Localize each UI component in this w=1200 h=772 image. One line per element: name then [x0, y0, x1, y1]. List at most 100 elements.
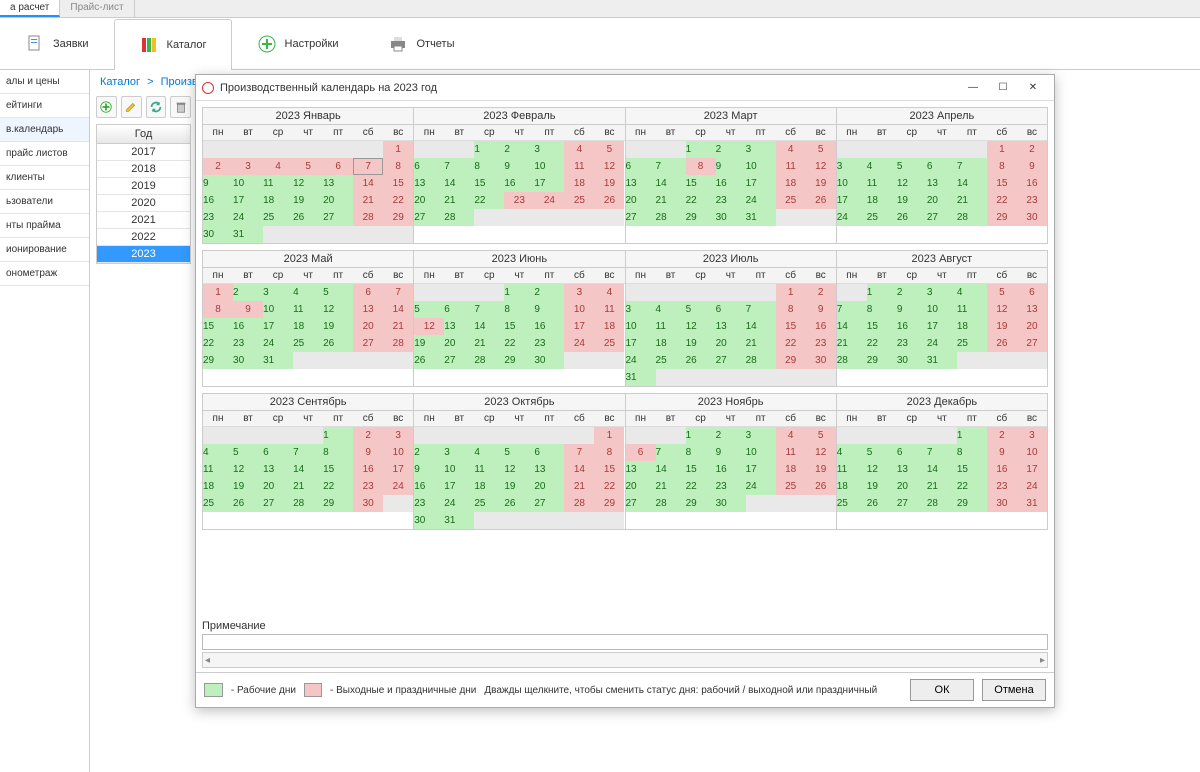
calendar-day[interactable]: 6	[897, 444, 927, 461]
calendar-day[interactable]: 14	[353, 175, 383, 192]
calendar-day[interactable]: 23	[987, 478, 1017, 495]
calendar-day[interactable]: 22	[686, 192, 716, 209]
calendar-day[interactable]: 14	[444, 175, 474, 192]
calendar-day[interactable]: 16	[716, 175, 746, 192]
calendar-day[interactable]: 3	[1017, 427, 1047, 444]
calendar-day[interactable]: 10	[263, 301, 293, 318]
calendar-day[interactable]: 29	[594, 495, 624, 512]
calendar-day[interactable]: 23	[806, 335, 836, 352]
calendar-day[interactable]: 24	[626, 352, 656, 369]
calendar-day[interactable]: 8	[504, 301, 534, 318]
calendar-day[interactable]: 15	[867, 318, 897, 335]
calendar-day[interactable]: 4	[594, 284, 624, 301]
year-row[interactable]: 2017	[97, 144, 190, 161]
calendar-day[interactable]: 8	[686, 158, 716, 175]
calendar-day[interactable]: 1	[383, 141, 413, 158]
calendar-day[interactable]: 5	[806, 141, 836, 158]
calendar-day[interactable]: 9	[806, 301, 836, 318]
calendar-day[interactable]: 13	[626, 175, 656, 192]
left-nav-item[interactable]: ейтинги	[0, 94, 89, 118]
calendar-day[interactable]: 21	[293, 478, 323, 495]
calendar-day[interactable]: 22	[474, 192, 504, 209]
calendar-day[interactable]: 15	[594, 461, 624, 478]
calendar-day[interactable]: 2	[897, 284, 927, 301]
calendar-day[interactable]: 27	[534, 495, 564, 512]
calendar-day[interactable]: 8	[323, 444, 353, 461]
calendar-day[interactable]: 13	[716, 318, 746, 335]
left-nav-item[interactable]: алы и цены	[0, 70, 89, 94]
calendar-day[interactable]: 28	[656, 209, 686, 226]
calendar-day[interactable]: 10	[837, 175, 867, 192]
calendar-day[interactable]: 31	[927, 352, 957, 369]
calendar-day[interactable]: 20	[927, 192, 957, 209]
calendar-day[interactable]: 18	[293, 318, 323, 335]
calendar-day[interactable]: 26	[504, 495, 534, 512]
calendar-day[interactable]: 11	[293, 301, 323, 318]
calendar-day[interactable]: 1	[776, 284, 806, 301]
calendar-day[interactable]: 22	[987, 192, 1017, 209]
calendar-day[interactable]: 4	[776, 141, 806, 158]
calendar-day[interactable]: 25	[293, 335, 323, 352]
calendar-day[interactable]: 19	[414, 335, 444, 352]
calendar-day[interactable]: 17	[746, 461, 776, 478]
calendar-day[interactable]: 18	[263, 192, 293, 209]
calendar-day[interactable]: 14	[957, 175, 987, 192]
calendar-day[interactable]: 30	[203, 226, 233, 243]
calendar-day[interactable]: 24	[746, 192, 776, 209]
calendar-day[interactable]: 10	[534, 158, 564, 175]
calendar-day[interactable]: 25	[957, 335, 987, 352]
calendar-day[interactable]: 22	[686, 478, 716, 495]
calendar-day[interactable]: 10	[927, 301, 957, 318]
calendar-day[interactable]: 14	[746, 318, 776, 335]
calendar-day[interactable]: 30	[987, 495, 1017, 512]
calendar-day[interactable]: 3	[837, 158, 867, 175]
minimize-button[interactable]: —	[958, 78, 988, 98]
calendar-day[interactable]: 6	[414, 158, 444, 175]
add-icon[interactable]	[96, 96, 117, 118]
calendar-day[interactable]: 13	[626, 461, 656, 478]
calendar-day[interactable]: 29	[867, 352, 897, 369]
calendar-day[interactable]: 6	[626, 158, 656, 175]
calendar-day[interactable]: 14	[293, 461, 323, 478]
calendar-day[interactable]: 10	[746, 444, 776, 461]
calendar-day[interactable]: 26	[987, 335, 1017, 352]
calendar-day[interactable]: 18	[776, 461, 806, 478]
calendar-day[interactable]: 18	[594, 318, 624, 335]
calendar-day[interactable]: 28	[837, 352, 867, 369]
calendar-day[interactable]: 2	[1017, 141, 1047, 158]
calendar-day[interactable]: 21	[474, 335, 504, 352]
calendar-day[interactable]: 30	[233, 352, 263, 369]
calendar-day[interactable]: 3	[444, 444, 474, 461]
calendar-day[interactable]: 2	[534, 284, 564, 301]
calendar-day[interactable]: 25	[867, 209, 897, 226]
calendar-day[interactable]: 9	[716, 444, 746, 461]
calendar-day[interactable]: 25	[564, 192, 594, 209]
year-row[interactable]: 2022	[97, 229, 190, 246]
calendar-day[interactable]: 9	[414, 461, 444, 478]
year-row[interactable]: 2023	[97, 246, 190, 263]
calendar-day[interactable]: 22	[203, 335, 233, 352]
calendar-day[interactable]: 24	[837, 209, 867, 226]
calendar-day[interactable]: 22	[323, 478, 353, 495]
horizontal-scrollbar[interactable]: ◂▸	[202, 652, 1048, 668]
calendar-day[interactable]: 7	[656, 158, 686, 175]
calendar-day[interactable]: 5	[323, 284, 353, 301]
calendar-day[interactable]: 16	[897, 318, 927, 335]
calendar-day[interactable]: 10	[746, 158, 776, 175]
calendar-day[interactable]: 23	[353, 478, 383, 495]
calendar-day[interactable]: 5	[867, 444, 897, 461]
calendar-day[interactable]: 26	[414, 352, 444, 369]
maximize-button[interactable]: ☐	[988, 78, 1018, 98]
calendar-day[interactable]: 4	[263, 158, 293, 175]
calendar-day[interactable]: 8	[776, 301, 806, 318]
calendar-day[interactable]: 14	[474, 318, 504, 335]
calendar-day[interactable]: 7	[927, 444, 957, 461]
calendar-day[interactable]: 21	[656, 478, 686, 495]
calendar-day[interactable]: 16	[203, 192, 233, 209]
breadcrumb-root[interactable]: Каталог	[100, 76, 140, 88]
calendar-day[interactable]: 12	[806, 158, 836, 175]
calendar-day[interactable]: 28	[474, 352, 504, 369]
calendar-day[interactable]: 20	[897, 478, 927, 495]
left-nav-item[interactable]: клиенты	[0, 166, 89, 190]
calendar-day[interactable]: 16	[1017, 175, 1047, 192]
